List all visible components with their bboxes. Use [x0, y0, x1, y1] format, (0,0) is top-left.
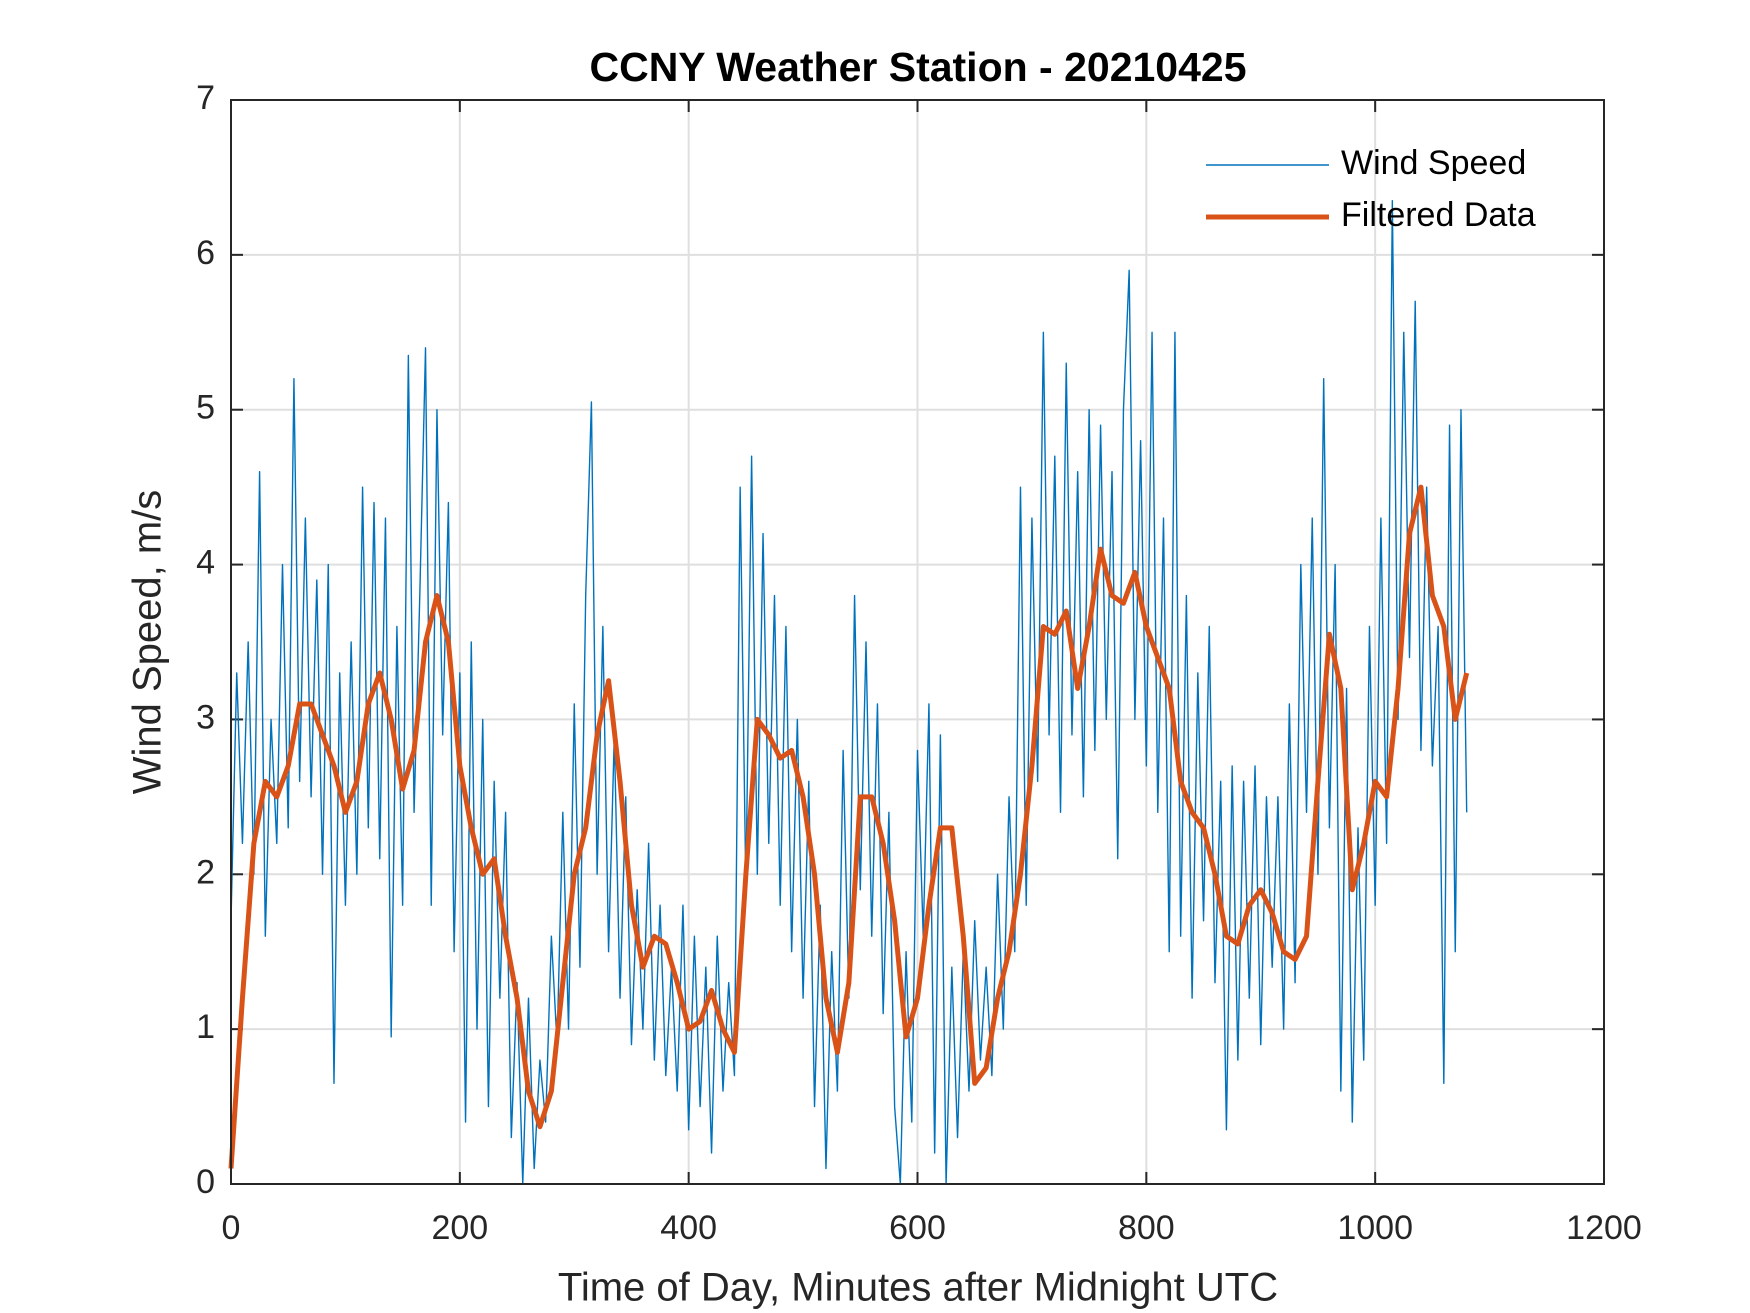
x-tick-label: 600 [889, 1209, 946, 1247]
x-tick-label: 1200 [1566, 1209, 1642, 1247]
x-axis-label: Time of Day, Minutes after Midnight UTC [558, 1266, 1278, 1310]
legend-label: Wind Speed [1341, 144, 1526, 182]
y-tick-label: 7 [196, 79, 215, 117]
y-axis-label: Wind Speed, m/s [126, 490, 170, 795]
x-tick-label: 1000 [1337, 1209, 1413, 1247]
axes-box [230, 99, 1605, 1185]
legend-label: Filtered Data [1341, 196, 1536, 234]
x-tick-label: 400 [660, 1209, 717, 1247]
y-tick-label: 0 [196, 1163, 215, 1201]
y-tick-label: 5 [196, 389, 215, 427]
y-tick-label: 1 [196, 1008, 215, 1046]
x-tick-label: 800 [1118, 1209, 1175, 1247]
data-line [228, 484, 1470, 1169]
y-tick-label: 3 [196, 698, 215, 736]
x-tick-label: 200 [431, 1209, 488, 1247]
x-tick-label: 0 [222, 1209, 241, 1247]
y-tick-label: 2 [196, 853, 215, 891]
y-tick-label: 6 [196, 234, 215, 272]
chart-title: CCNY Weather Station - 20210425 [589, 44, 1246, 90]
y-tick-label: 4 [196, 544, 215, 582]
data-line [230, 199, 1468, 1185]
